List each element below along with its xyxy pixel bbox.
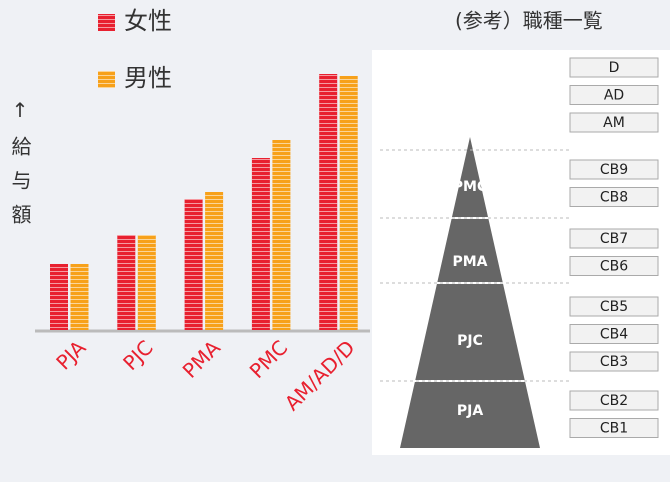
legend-label: 女性 — [124, 7, 172, 35]
pyramid-label: PJA — [457, 403, 483, 419]
grade-label: CB2 — [600, 393, 628, 409]
legend-swatch-stripe — [98, 14, 115, 31]
grade-box — [569, 187, 659, 207]
bar-stripe — [137, 235, 156, 330]
pyramid-label: PMC — [453, 179, 487, 195]
grade-box — [569, 296, 659, 317]
grade-label: CB5 — [600, 299, 628, 315]
grade-box — [569, 256, 659, 276]
bar-stripe — [339, 76, 358, 330]
grade-box — [569, 351, 659, 372]
bar-stripe — [184, 199, 203, 330]
grade-label: AD — [604, 88, 624, 104]
bar-stripe — [251, 158, 270, 330]
grade-label: CB1 — [600, 421, 628, 437]
pyramid — [400, 137, 540, 448]
pyramid-label: PMA — [452, 254, 487, 270]
grade-label: CB3 — [600, 354, 628, 370]
grade-label: CB8 — [600, 190, 628, 206]
grade-label: CB7 — [600, 231, 628, 247]
grade-label: D — [609, 60, 620, 76]
y-axis-label: ↑給与額 — [8, 98, 32, 238]
legend-swatch-stripe — [98, 71, 115, 88]
pyramid-label: PJC — [457, 333, 483, 349]
grade-box — [569, 112, 659, 133]
grade-label: CB9 — [600, 162, 628, 178]
bar-stripe — [272, 140, 291, 330]
bar-stripe — [70, 264, 89, 330]
legend-label: 男性 — [124, 64, 172, 92]
grade-box — [569, 57, 659, 78]
grade-box — [569, 324, 659, 344]
bar-stripe — [205, 192, 224, 330]
grade-label: CB6 — [600, 259, 628, 275]
grade-label: CB4 — [600, 327, 628, 343]
bar-stripe — [319, 74, 338, 330]
grade-box — [569, 418, 659, 438]
bar-stripe — [50, 264, 68, 330]
grade-box — [569, 228, 659, 249]
bar-stripe — [117, 235, 136, 330]
reference-title: (参考）職種一覧 — [455, 9, 603, 33]
grade-label: AM — [603, 115, 625, 131]
grade-box — [569, 159, 659, 180]
grade-box — [569, 390, 659, 411]
grade-box — [569, 85, 659, 105]
